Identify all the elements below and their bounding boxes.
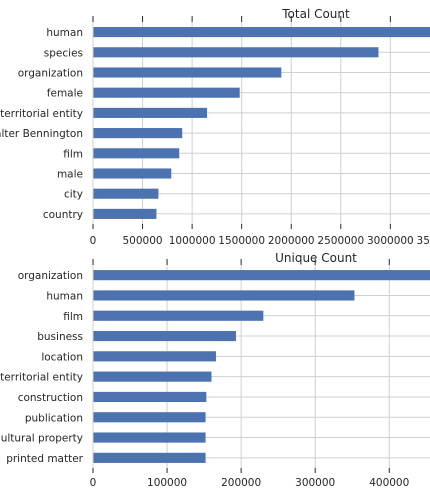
total-bar bbox=[93, 128, 183, 139]
unique-x-tick-label: 100000 bbox=[147, 477, 187, 489]
total-x-tick-label: 1000000 bbox=[169, 235, 216, 247]
total-x-tick-label: 0 bbox=[90, 235, 97, 247]
unique-category-label: construction bbox=[18, 392, 83, 404]
unique-bar bbox=[93, 371, 212, 382]
unique-category-label: cultural property bbox=[0, 433, 83, 445]
total-category-label: city bbox=[64, 189, 83, 201]
total-count-panel: Total Count 0 500000 1000000 1500000 2000000… bbox=[0, 7, 430, 247]
unique-category-label: location bbox=[41, 351, 83, 363]
total-category-label: Walter Bennington bbox=[0, 128, 83, 140]
total-bar bbox=[93, 148, 180, 159]
unique-count-panel: Unique Count 0 100000 200000 300000 400000 or… bbox=[0, 251, 430, 489]
total-x-tick-label: 2000000 bbox=[268, 235, 315, 247]
unique-bar bbox=[93, 290, 355, 301]
total-bar bbox=[93, 67, 282, 78]
total-x-tick-label: 3500000 bbox=[417, 235, 430, 247]
unique-category-label: human bbox=[46, 290, 83, 302]
total-category-label: human bbox=[46, 27, 83, 39]
unique-x-tick-label: 0 bbox=[90, 477, 97, 489]
total-category-label: film bbox=[63, 148, 83, 160]
unique-x-tick-label: 200000 bbox=[221, 477, 261, 489]
unique-bar bbox=[93, 391, 207, 403]
total-bar bbox=[93, 107, 207, 118]
unique-bar bbox=[93, 432, 206, 443]
total-bar bbox=[93, 208, 157, 219]
total-x-tick-label: 1500000 bbox=[218, 235, 265, 247]
total-bar bbox=[93, 27, 430, 38]
unique-x-tick-label: 300000 bbox=[295, 477, 335, 489]
total-count-title: Total Count bbox=[281, 7, 350, 21]
unique-category-label: organization bbox=[18, 270, 83, 282]
unique-category-label: printed matter bbox=[6, 453, 83, 465]
total-category-label: male bbox=[57, 169, 83, 181]
total-bar bbox=[93, 168, 172, 179]
unique-bar bbox=[93, 330, 236, 342]
unique-category-label: publication bbox=[25, 412, 83, 424]
unique-category-label: business bbox=[37, 331, 83, 343]
unique-bar bbox=[93, 412, 206, 423]
unique-count-title: Unique Count bbox=[275, 251, 357, 265]
total-bar bbox=[93, 188, 159, 199]
total-x-tick-label: 2500000 bbox=[317, 235, 364, 247]
unique-bar bbox=[93, 351, 216, 362]
total-category-label: territorial entity bbox=[0, 108, 83, 120]
total-category-label: organization bbox=[18, 68, 83, 80]
total-x-tick-label: 500000 bbox=[123, 235, 163, 247]
unique-category-label: territorial entity bbox=[0, 372, 83, 384]
unique-bar bbox=[93, 270, 430, 281]
unique-x-tick-label: 400000 bbox=[369, 477, 409, 489]
unique-bar bbox=[93, 310, 264, 321]
unique-category-label: film bbox=[63, 311, 83, 323]
total-x-tick-label: 3000000 bbox=[367, 235, 414, 247]
total-bar bbox=[93, 47, 379, 58]
total-bar bbox=[93, 87, 240, 98]
total-category-label: species bbox=[44, 47, 83, 59]
total-category-label: country bbox=[43, 209, 83, 221]
total-category-label: female bbox=[47, 88, 83, 100]
unique-bar bbox=[93, 452, 206, 463]
